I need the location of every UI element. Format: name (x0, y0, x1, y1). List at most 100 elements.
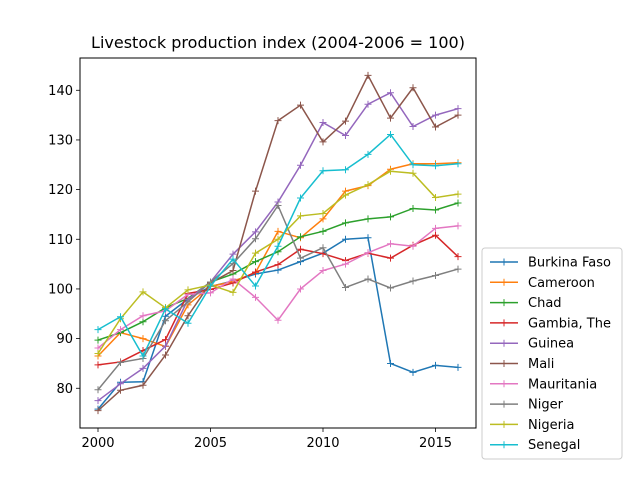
data-point (342, 117, 349, 125)
legend-label: Niger (528, 398, 564, 413)
data-point (432, 206, 439, 214)
data-point (409, 204, 417, 212)
data-point (297, 194, 304, 202)
y-axis: 80 90 100 110 120 130 140 (48, 84, 80, 397)
data-point (364, 150, 372, 158)
data-point (387, 359, 394, 367)
data-point (387, 114, 394, 122)
data-point (342, 191, 349, 199)
data-point (432, 162, 439, 170)
legend-item: Gambia, The (490, 316, 611, 331)
legend-item: Senegal (490, 438, 580, 453)
data-point (252, 268, 259, 276)
y-tick-label: 130 (48, 133, 73, 148)
data-point (364, 249, 372, 257)
legend-marker (500, 380, 508, 388)
legend-item: Nigeria (490, 418, 575, 433)
data-point (184, 298, 192, 306)
data-point (432, 231, 439, 239)
data-point (139, 381, 147, 389)
data-point (409, 368, 417, 376)
x-tick-label: 2000 (81, 436, 114, 451)
data-point (454, 199, 462, 207)
data-point (342, 131, 349, 139)
legend-label: Guinea (528, 337, 574, 352)
data-point (94, 407, 102, 415)
legend-label: Chad (528, 296, 562, 311)
data-point (319, 167, 327, 175)
y-tick-label: 80 (56, 382, 73, 397)
legend-marker (500, 299, 508, 307)
data-point (274, 202, 282, 209)
series-senegal (94, 130, 462, 360)
y-tick-label: 90 (56, 332, 73, 347)
data-point (409, 169, 417, 177)
data-point (117, 326, 124, 334)
data-point (387, 213, 394, 221)
data-point (252, 228, 259, 236)
data-point (454, 363, 462, 371)
data-point (139, 288, 147, 296)
data-point (342, 283, 349, 291)
x-tick-label: 2005 (194, 436, 227, 451)
data-point (387, 167, 394, 175)
data-point (297, 212, 304, 220)
data-point (162, 305, 169, 313)
data-point (364, 181, 372, 189)
data-point (229, 267, 237, 275)
data-point (319, 250, 327, 258)
data-point (139, 335, 147, 343)
y-tick-label: 120 (48, 183, 73, 198)
data-point (364, 234, 372, 242)
data-point (184, 319, 192, 327)
data-point (274, 235, 282, 243)
data-point (139, 352, 147, 360)
data-point (364, 71, 372, 79)
data-point (319, 209, 327, 217)
series-niger (94, 202, 462, 394)
legend: Burkina Faso Cameroon Chad Gambia, The Guine… (481, 247, 623, 460)
data-point (139, 364, 147, 372)
legend-marker (500, 319, 508, 327)
data-point (387, 89, 394, 97)
data-point (409, 242, 417, 250)
data-point (454, 105, 462, 113)
data-point (162, 342, 169, 350)
data-point (432, 194, 439, 202)
x-tick-label: 2010 (306, 436, 339, 451)
data-point (229, 275, 237, 283)
data-point (274, 316, 282, 324)
y-tick-label: 140 (48, 84, 73, 99)
data-point (297, 233, 304, 241)
data-point (297, 161, 304, 169)
legend-item: Mauritania (490, 377, 597, 392)
data-point (184, 286, 192, 294)
data-point (432, 123, 439, 131)
data-point (94, 350, 102, 357)
data-point (409, 84, 417, 92)
legend-label: Cameroon (528, 276, 595, 291)
legend-item: Cameroon (490, 276, 595, 291)
data-point (274, 227, 282, 235)
data-point (454, 265, 462, 273)
data-point (342, 219, 349, 227)
data-point (454, 253, 462, 261)
x-tick-label: 2015 (419, 436, 452, 451)
data-point (94, 326, 102, 334)
legend-label: Mali (528, 357, 554, 372)
legend-label: Gambia, The (528, 316, 611, 331)
data-point (297, 245, 304, 253)
data-point (297, 101, 304, 109)
data-point (117, 313, 124, 321)
legend-item: Mali (490, 357, 554, 372)
data-point (94, 361, 102, 369)
data-point (162, 351, 169, 359)
data-point (94, 397, 102, 405)
x-axis: 2000 2005 2010 2015 (81, 428, 452, 451)
data-point (319, 138, 327, 146)
data-point (319, 244, 327, 252)
legend-label: Burkina Faso (528, 256, 611, 271)
legend-frame (481, 247, 623, 460)
legend-label: Nigeria (528, 418, 575, 433)
legend-marker (500, 339, 508, 347)
